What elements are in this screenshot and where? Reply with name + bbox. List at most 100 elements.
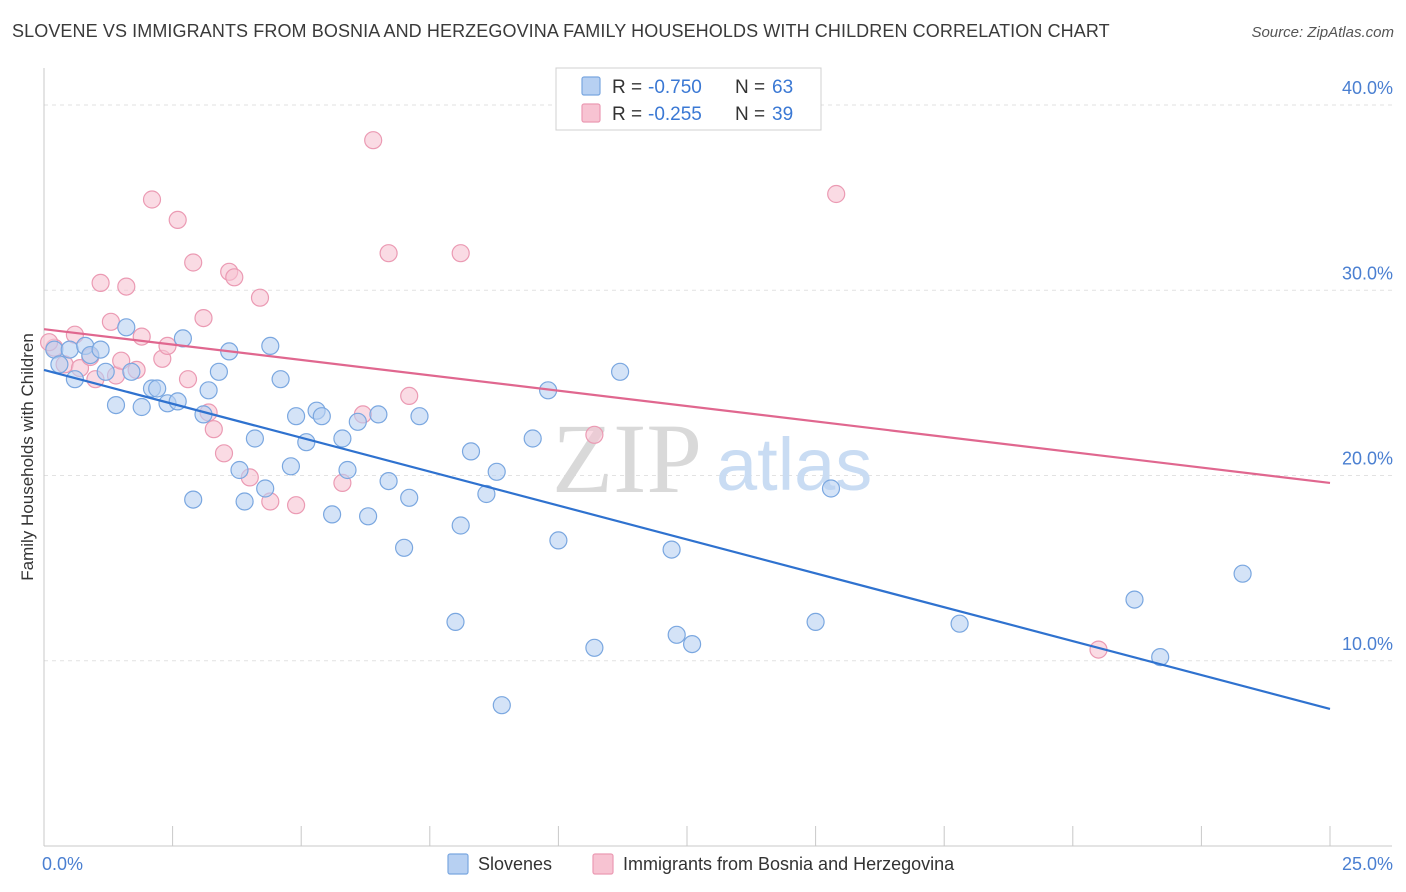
data-point-immigrants bbox=[117, 277, 136, 296]
data-point-immigrants bbox=[250, 288, 270, 307]
data-point-slovenes bbox=[821, 479, 841, 498]
y-tick-label: 10.0% bbox=[1342, 634, 1393, 654]
data-point-slovenes bbox=[338, 460, 357, 480]
series-slovenes-points bbox=[45, 318, 1252, 715]
legend-r-value-pink: -0.255 bbox=[648, 104, 702, 125]
data-point-immigrants bbox=[400, 386, 419, 405]
data-point-slovenes bbox=[323, 505, 342, 524]
data-point-slovenes bbox=[173, 329, 192, 348]
data-point-slovenes bbox=[132, 397, 151, 417]
data-point-slovenes bbox=[287, 407, 306, 426]
legend-n-value-blue: 63 bbox=[772, 77, 793, 98]
data-point-immigrants bbox=[214, 444, 234, 463]
data-point-slovenes bbox=[348, 412, 367, 431]
data-point-slovenes bbox=[369, 405, 388, 424]
data-point-slovenes bbox=[410, 407, 429, 426]
data-point-slovenes bbox=[487, 462, 506, 481]
grid-lines bbox=[44, 104, 1392, 662]
x-tick-label-min: 0.0% bbox=[42, 854, 83, 874]
legend-n-value-pink: 39 bbox=[772, 104, 793, 125]
trend-line-slovenes bbox=[43, 368, 1331, 710]
data-point-slovenes bbox=[106, 396, 126, 415]
chart-source: Source: ZipAtlas.com bbox=[1251, 24, 1394, 41]
data-point-slovenes bbox=[230, 460, 249, 480]
data-point-slovenes bbox=[662, 540, 681, 559]
data-point-immigrants bbox=[827, 184, 846, 204]
data-point-immigrants bbox=[287, 496, 306, 515]
data-point-slovenes bbox=[117, 318, 136, 337]
data-point-slovenes bbox=[91, 340, 110, 359]
data-point-immigrants bbox=[451, 244, 470, 263]
legend-r-label-blue: R = bbox=[612, 77, 642, 98]
data-point-slovenes bbox=[271, 370, 290, 389]
data-point-slovenes bbox=[261, 336, 280, 355]
y-tick-label: 20.0% bbox=[1342, 449, 1393, 469]
trend-lines bbox=[43, 328, 1331, 710]
data-point-slovenes bbox=[400, 488, 419, 507]
x-tick-label-max: 25.0% bbox=[1342, 854, 1393, 874]
data-point-immigrants bbox=[184, 253, 203, 272]
data-point-immigrants bbox=[101, 312, 121, 331]
data-point-slovenes bbox=[682, 634, 702, 654]
data-point-slovenes bbox=[235, 492, 254, 511]
correlation-legend: R = -0.750 N = 63 R = -0.255 N = 39 bbox=[555, 67, 822, 131]
data-point-slovenes bbox=[1125, 590, 1144, 609]
data-point-slovenes bbox=[209, 362, 228, 381]
legend-r-label-pink: R = bbox=[612, 104, 642, 125]
data-point-immigrants bbox=[178, 370, 198, 389]
data-point-slovenes bbox=[333, 429, 352, 448]
data-point-slovenes bbox=[549, 531, 568, 550]
data-point-immigrants bbox=[379, 244, 398, 263]
y-tick-label: 30.0% bbox=[1342, 263, 1393, 283]
data-point-slovenes bbox=[461, 442, 481, 461]
data-point-slovenes bbox=[492, 696, 511, 715]
data-point-slovenes bbox=[950, 614, 969, 633]
data-point-slovenes bbox=[297, 433, 316, 452]
data-point-slovenes bbox=[122, 362, 141, 381]
data-point-slovenes bbox=[1151, 647, 1170, 667]
data-point-immigrants bbox=[91, 273, 110, 292]
data-point-slovenes bbox=[395, 538, 414, 557]
y-axis-title: Family Households with Children bbox=[18, 333, 37, 581]
axes bbox=[43, 68, 1392, 847]
chart-title: SLOVENE VS IMMIGRANTS FROM BOSNIA AND HE… bbox=[12, 21, 1110, 41]
legend-swatch-pink bbox=[581, 103, 601, 123]
watermark-zip: ZIP bbox=[552, 403, 702, 514]
legend-n-label-pink: N = bbox=[735, 104, 765, 125]
data-point-immigrants bbox=[168, 210, 187, 229]
watermark-atlas: atlas bbox=[716, 423, 872, 506]
series-legend-swatch-immigrants bbox=[592, 853, 614, 875]
data-point-slovenes bbox=[96, 362, 115, 381]
trend-line-immigrants bbox=[43, 328, 1331, 485]
data-point-slovenes bbox=[148, 379, 167, 398]
data-point-slovenes bbox=[451, 516, 470, 535]
legend-r-value-blue: -0.750 bbox=[648, 77, 702, 98]
data-point-immigrants bbox=[364, 131, 383, 150]
watermark: ZIP atlas bbox=[552, 403, 872, 514]
data-point-slovenes bbox=[585, 638, 604, 657]
data-point-slovenes bbox=[379, 472, 398, 491]
series-legend-label-immigrants: Immigrants from Bosnia and Herzegovina bbox=[623, 854, 955, 874]
data-point-slovenes bbox=[359, 507, 378, 526]
series-legend-label-slovenes: Slovenes bbox=[478, 854, 552, 874]
legend-n-label-blue: N = bbox=[735, 77, 765, 98]
data-point-slovenes bbox=[60, 340, 79, 359]
data-point-immigrants bbox=[204, 420, 223, 439]
data-point-immigrants bbox=[225, 268, 244, 287]
series-immigrants-points bbox=[39, 131, 1108, 659]
data-point-slovenes bbox=[1233, 564, 1252, 583]
data-point-slovenes bbox=[610, 362, 630, 381]
data-point-slovenes bbox=[281, 457, 300, 476]
data-point-slovenes bbox=[806, 612, 825, 632]
y-tick-label: 40.0% bbox=[1342, 78, 1393, 98]
series-legend: Slovenes Immigrants from Bosnia and Herz… bbox=[447, 853, 955, 875]
data-point-slovenes bbox=[184, 490, 203, 509]
data-point-slovenes bbox=[199, 381, 218, 400]
legend-swatch-blue bbox=[581, 76, 601, 96]
series-legend-swatch-slovenes bbox=[447, 853, 469, 875]
data-point-slovenes bbox=[667, 625, 686, 644]
data-point-slovenes bbox=[256, 479, 275, 498]
data-point-immigrants bbox=[142, 190, 162, 209]
data-point-slovenes bbox=[446, 612, 465, 632]
